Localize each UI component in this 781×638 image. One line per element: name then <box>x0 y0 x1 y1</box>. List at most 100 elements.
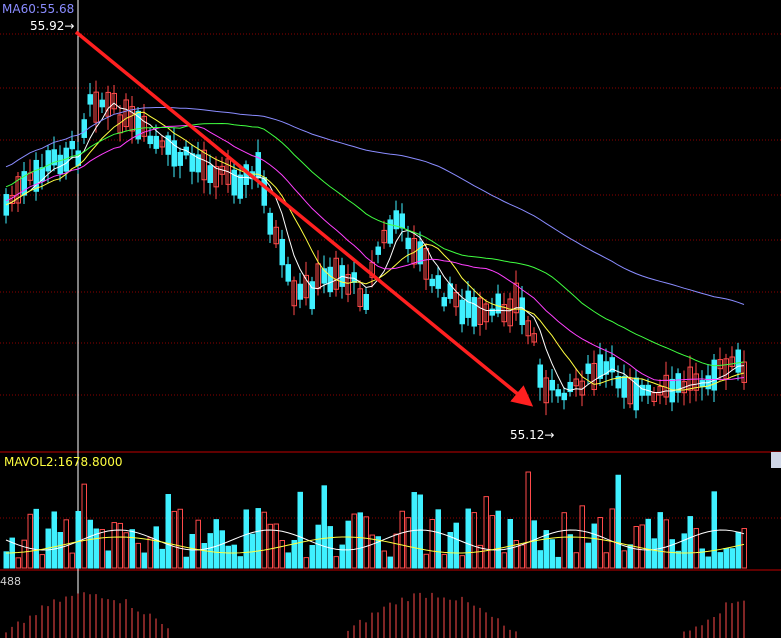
volume-bar <box>621 550 627 569</box>
volume-bar <box>381 550 387 569</box>
candle-body <box>213 166 219 188</box>
candle-body <box>633 377 639 411</box>
volume-bar <box>129 529 135 569</box>
volume-bar <box>405 517 411 569</box>
volume-bar <box>483 496 489 569</box>
candle-body <box>675 373 681 393</box>
candle-body <box>291 280 297 307</box>
candle-body <box>285 264 291 282</box>
candle-body <box>129 106 135 132</box>
volume-bar <box>75 510 81 569</box>
volume-bar <box>15 557 21 569</box>
candle-body <box>321 268 327 284</box>
ma-line <box>5 111 745 391</box>
ma-line <box>5 124 745 382</box>
candle-body <box>723 358 729 380</box>
candle-body <box>435 275 441 289</box>
volume-bar <box>81 483 87 569</box>
volume-bar <box>693 528 699 569</box>
candle-body <box>741 361 747 383</box>
candle-body <box>579 380 585 396</box>
candle-body <box>537 364 543 388</box>
candle-body <box>465 290 471 318</box>
candle-body <box>15 176 21 204</box>
candle-body <box>93 91 99 123</box>
candle-body <box>363 294 369 310</box>
volume-bar <box>231 544 237 569</box>
volume-bar <box>399 510 405 569</box>
volume-bar <box>195 519 201 569</box>
downtrend-arrow <box>74 30 534 407</box>
scroll-handle[interactable] <box>771 452 781 468</box>
volume-bar <box>735 531 741 569</box>
mavol-label: MAVOL2:1678.8000 <box>4 455 123 469</box>
volume-bar <box>549 539 555 569</box>
volume-bar <box>87 519 93 569</box>
candle-body <box>261 177 267 206</box>
candle-body <box>345 274 351 295</box>
candle-body <box>111 92 117 110</box>
volume-bar <box>675 550 681 569</box>
candle-body <box>681 381 687 394</box>
candle-body <box>507 298 513 327</box>
candle-body <box>513 282 519 314</box>
candle-body <box>693 373 699 391</box>
volume-bar <box>363 516 369 569</box>
volume-bar <box>537 550 543 569</box>
volume-bar <box>183 556 189 569</box>
volume-bar <box>345 520 351 569</box>
candle-body <box>405 237 411 250</box>
candle-body <box>297 283 303 300</box>
candle-body <box>399 213 405 229</box>
volume-bar <box>255 508 261 569</box>
candle-body <box>45 150 51 172</box>
volume-bar <box>717 552 723 569</box>
candle-body <box>21 171 27 196</box>
volume-bar <box>273 523 279 569</box>
volume-bar <box>417 494 423 569</box>
candle-body <box>729 356 735 367</box>
candle-body <box>333 257 339 290</box>
candle-body <box>165 135 171 155</box>
volume-bar <box>141 552 147 569</box>
volume-bar <box>591 523 597 569</box>
candle-body <box>255 152 261 179</box>
candle-body <box>303 274 309 299</box>
volume-bar <box>285 552 291 569</box>
volume-bar <box>213 519 219 569</box>
volume-bar <box>21 539 27 569</box>
candle-body <box>585 363 591 374</box>
candle-body <box>711 359 717 391</box>
volume-bar <box>681 533 687 569</box>
trend-overlay <box>74 30 534 407</box>
candle-body <box>429 278 435 287</box>
candle-body <box>309 281 315 310</box>
candle-body <box>207 165 213 183</box>
volume-bar <box>663 519 669 569</box>
volume-bars <box>3 471 747 569</box>
candle-body <box>105 91 111 117</box>
ma-line <box>5 107 745 305</box>
volume-bar <box>105 550 111 569</box>
volume-bar <box>339 544 345 569</box>
volume-bar <box>513 539 519 569</box>
volume-bar <box>117 522 123 569</box>
volume-bar <box>477 544 483 569</box>
volume-bar <box>279 540 285 569</box>
candle-body <box>177 151 183 166</box>
volume-bar <box>351 513 357 569</box>
volume-bar <box>711 491 717 569</box>
volume-bar <box>465 508 471 569</box>
candle-body <box>519 297 525 326</box>
volume-ma-line <box>5 529 745 551</box>
candle-body <box>159 140 165 148</box>
candle-body <box>495 293 501 314</box>
volume-bar <box>225 545 231 569</box>
candle-body <box>57 154 63 175</box>
volume-bar <box>519 544 525 569</box>
volume-bar <box>657 512 663 569</box>
volume-bar <box>441 553 447 569</box>
volume-bar <box>669 539 675 569</box>
volume-bar <box>687 516 693 569</box>
